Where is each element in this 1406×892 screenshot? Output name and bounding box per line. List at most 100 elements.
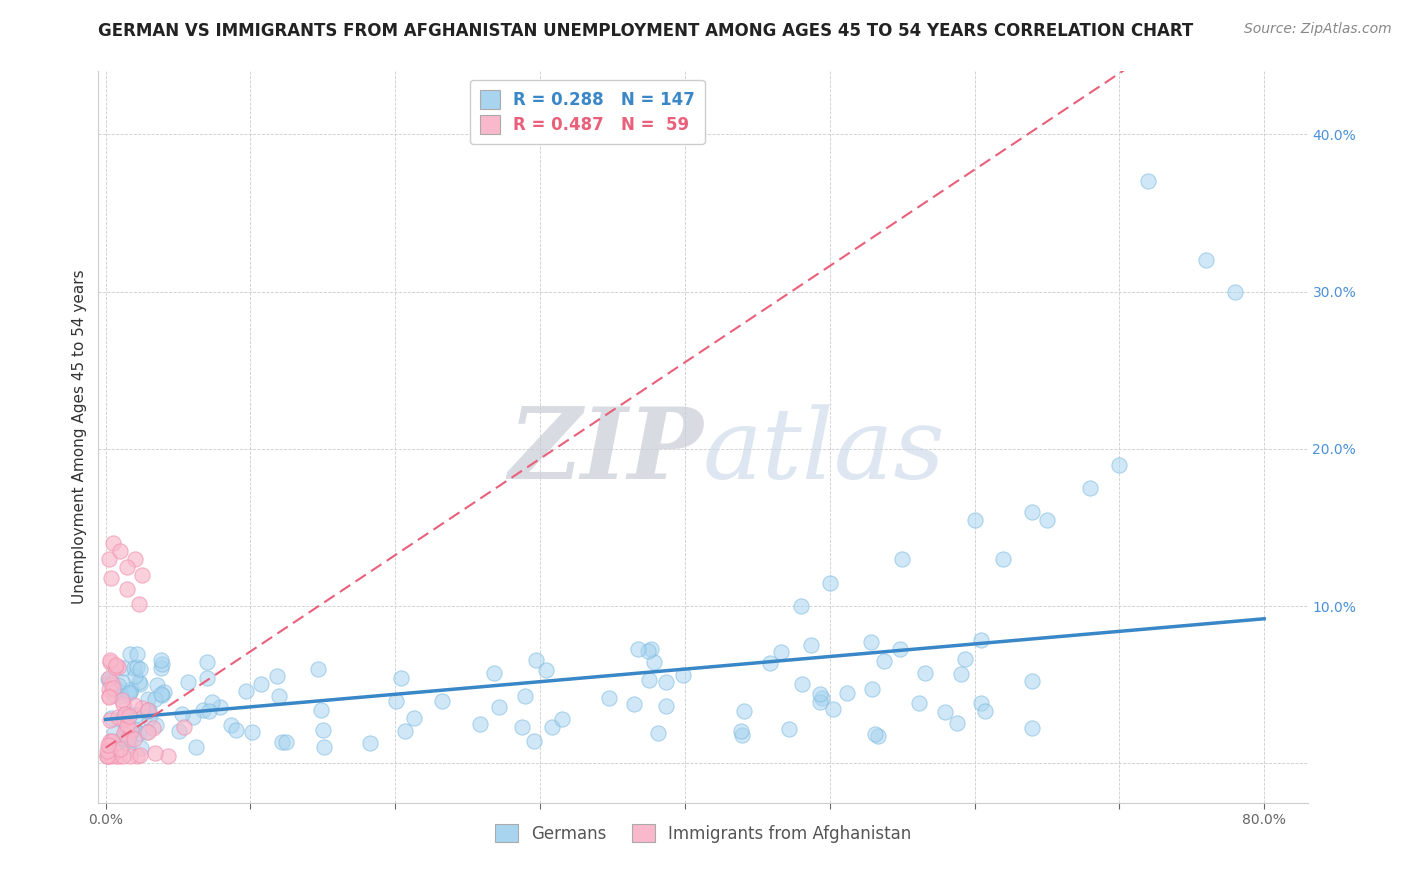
Point — [110, 712, 132, 726]
Point — [993, 552, 1015, 566]
Point — [510, 720, 533, 734]
Point — [96, 748, 118, 763]
Point — [136, 703, 159, 717]
Point — [136, 692, 159, 706]
Point — [404, 711, 426, 725]
Point — [770, 645, 793, 659]
Point — [672, 668, 695, 682]
Point — [186, 740, 208, 755]
Point — [105, 737, 128, 751]
Point — [111, 693, 134, 707]
Point — [1080, 481, 1102, 495]
Point — [891, 552, 914, 566]
Point — [430, 694, 453, 708]
Point — [790, 677, 813, 691]
Point — [808, 695, 831, 709]
Point — [135, 724, 157, 739]
Point — [235, 683, 257, 698]
Point — [307, 662, 329, 676]
Point — [733, 704, 755, 718]
Point — [117, 731, 139, 746]
Point — [128, 597, 150, 611]
Point — [953, 651, 976, 665]
Point — [110, 689, 132, 703]
Point — [638, 673, 661, 688]
Point — [101, 536, 124, 550]
Point — [1225, 285, 1247, 299]
Point — [104, 657, 127, 672]
Point — [312, 740, 335, 755]
Point — [97, 689, 120, 703]
Point — [800, 638, 823, 652]
Point — [730, 723, 752, 738]
Point — [269, 689, 291, 703]
Point — [1021, 674, 1043, 689]
Point — [107, 660, 129, 674]
Point — [150, 657, 173, 672]
Point — [541, 720, 564, 734]
Point — [873, 654, 896, 668]
Point — [181, 710, 204, 724]
Point — [120, 748, 142, 763]
Point — [150, 653, 173, 667]
Point — [167, 724, 190, 739]
Point — [1021, 721, 1043, 735]
Point — [515, 689, 537, 703]
Point — [250, 677, 273, 691]
Point — [98, 653, 121, 667]
Point — [138, 711, 160, 725]
Point — [108, 748, 131, 763]
Point — [225, 723, 247, 737]
Text: GERMAN VS IMMIGRANTS FROM AFGHANISTAN UNEMPLOYMENT AMONG AGES 45 TO 54 YEARS COR: GERMAN VS IMMIGRANTS FROM AFGHANISTAN UN… — [98, 22, 1194, 40]
Point — [120, 647, 142, 661]
Point — [627, 641, 650, 656]
Point — [118, 685, 141, 699]
Point — [142, 722, 165, 736]
Point — [866, 729, 889, 743]
Point — [198, 704, 221, 718]
Point — [100, 733, 122, 747]
Point — [107, 678, 129, 692]
Point — [115, 718, 138, 732]
Point — [534, 663, 557, 677]
Point — [808, 687, 831, 701]
Point — [104, 745, 127, 759]
Point — [150, 689, 173, 703]
Point — [98, 552, 121, 566]
Point — [143, 746, 166, 760]
Point — [114, 706, 136, 721]
Point — [146, 677, 169, 691]
Point — [1108, 458, 1130, 472]
Point — [523, 733, 546, 747]
Point — [973, 704, 995, 718]
Point — [934, 705, 956, 719]
Point — [173, 720, 195, 734]
Point — [811, 691, 834, 706]
Point — [98, 671, 121, 685]
Point — [637, 644, 659, 658]
Point — [131, 567, 153, 582]
Point — [131, 741, 153, 756]
Point — [145, 717, 167, 731]
Point — [907, 696, 929, 710]
Point — [98, 738, 121, 752]
Point — [111, 731, 134, 745]
Point — [98, 674, 121, 689]
Point — [98, 713, 121, 727]
Point — [470, 717, 492, 731]
Point — [125, 648, 148, 662]
Point — [153, 684, 176, 698]
Point — [122, 723, 145, 737]
Point — [125, 708, 148, 723]
Point — [124, 669, 146, 683]
Point — [136, 725, 159, 739]
Point — [274, 735, 297, 749]
Point — [129, 677, 152, 691]
Point — [100, 748, 122, 763]
Point — [117, 559, 139, 574]
Point — [105, 748, 128, 763]
Point — [150, 687, 173, 701]
Point — [623, 697, 645, 711]
Point — [550, 712, 572, 726]
Point — [863, 727, 886, 741]
